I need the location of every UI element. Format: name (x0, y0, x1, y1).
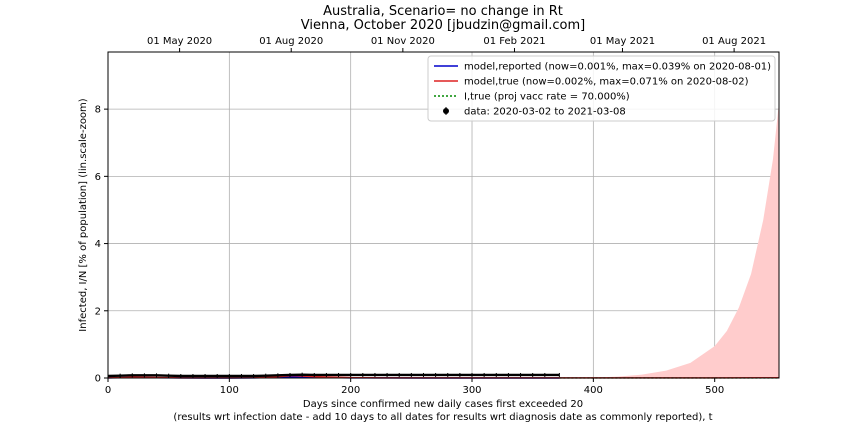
data-line (107, 373, 560, 378)
legend: model,reported (now=0.001%, max=0.039% o… (427, 55, 776, 122)
plot-frame (107, 51, 780, 379)
top-tick-label: 01 Aug 2020 (259, 36, 323, 47)
y-axis-ticks: 0 2 4 6 8 (95, 105, 108, 385)
legend-box (427, 55, 776, 122)
x-tick-label: 400 (584, 385, 603, 396)
chart-subtitle: Vienna, October 2020 [jbudzin@gmail.com] (301, 18, 585, 33)
x-axis-label: Days since confirmed new daily cases fir… (303, 399, 583, 410)
x-tick-label: 0 (105, 385, 111, 396)
top-axis-ticks: 01 May 2020 01 Aug 2020 01 Nov 2020 01 Feb … (147, 36, 766, 52)
top-tick-label: 01 Nov 2020 (371, 36, 435, 47)
legend-label: model,true (now=0.002%, max=0.071% on 20… (464, 77, 749, 88)
y-tick-label: 0 (95, 374, 101, 385)
legend-swatch-marker (443, 108, 449, 114)
x-tick-label: 500 (705, 385, 724, 396)
x-tick-label: 300 (462, 385, 481, 396)
projection-band-area (559, 102, 779, 378)
top-tick-label: 01 May 2020 (147, 36, 212, 47)
legend-label: I,true (proj vacc rate = 70.000%) (464, 92, 630, 103)
y-tick-label: 4 (95, 239, 101, 250)
x-axis-label-2: (results wrt infection date - add 10 day… (173, 412, 712, 423)
projection-band (559, 102, 779, 378)
y-tick-label: 2 (95, 306, 101, 317)
top-tick-label: 01 Aug 2021 (702, 36, 766, 47)
y-tick-label: 8 (95, 105, 101, 116)
legend-label: model,reported (now=0.001%, max=0.039% o… (464, 62, 771, 73)
y-axis-label: Infected, I/N [% of population] (lin.sca… (78, 98, 89, 331)
series-data (107, 372, 560, 378)
chart-title: Australia, Scenario= no change in Rt (323, 4, 563, 19)
top-tick-label: 01 May 2021 (590, 36, 655, 47)
x-axis-ticks: 0 100 200 300 400 500 (105, 378, 724, 396)
y-tick-label: 6 (95, 172, 101, 183)
top-tick-label: 01 Feb 2021 (483, 36, 545, 47)
x-tick-label: 200 (341, 385, 360, 396)
x-tick-label: 100 (220, 385, 239, 396)
legend-label: data: 2020-03-02 to 2021-03-08 (464, 107, 626, 118)
